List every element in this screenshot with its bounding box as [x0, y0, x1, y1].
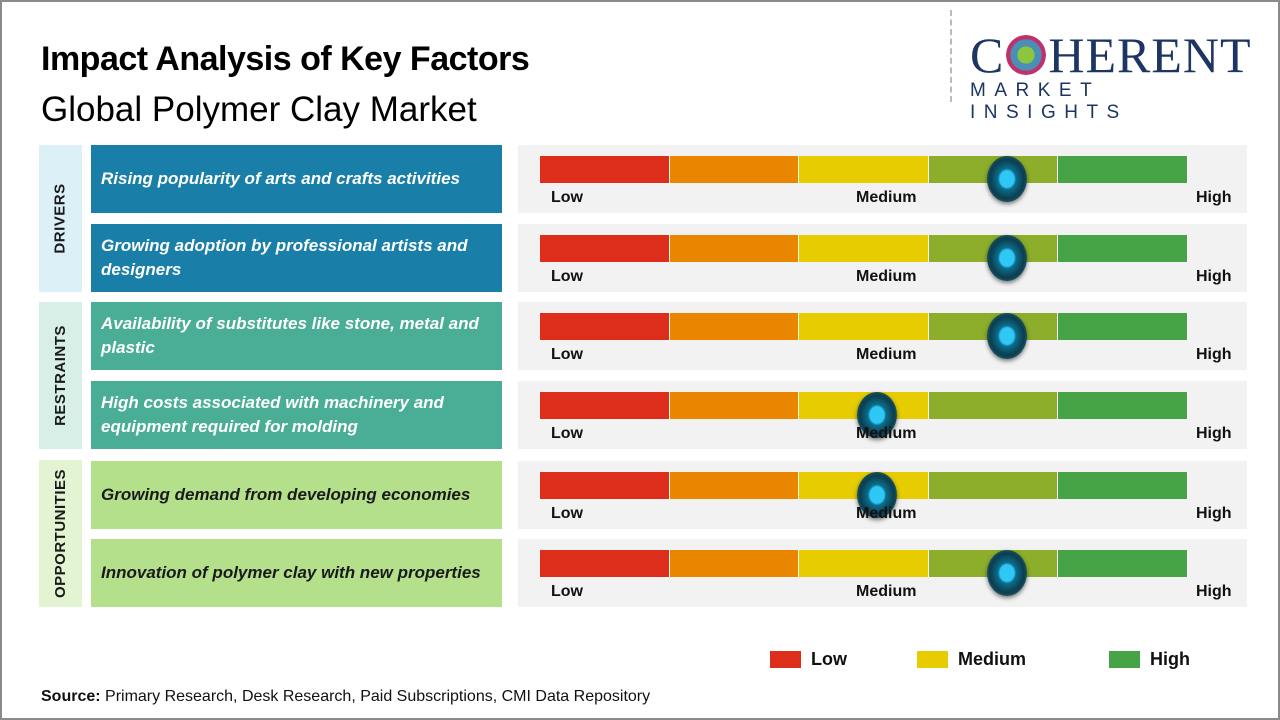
scale-medium-label: Medium — [856, 268, 917, 285]
gauge-segment — [540, 235, 670, 262]
impact-gauge: Low Medium High — [518, 381, 1247, 449]
gauge-segment — [669, 550, 800, 577]
scale-high-label: High — [1196, 425, 1232, 442]
gauge-knob-icon — [856, 472, 897, 518]
factor-box: Rising popularity of arts and crafts act… — [91, 145, 502, 213]
scale-high-label: High — [1196, 583, 1232, 600]
gauge-knob-icon — [986, 550, 1027, 596]
gauge-segment — [669, 156, 800, 183]
legend-swatch — [1109, 651, 1140, 668]
category-label: RESTRAINTS — [52, 325, 69, 426]
gauge-segment — [1058, 156, 1188, 183]
scale-low-label: Low — [551, 583, 583, 600]
legend-low: Low — [770, 649, 847, 670]
impact-gauge: Low Medium High — [518, 539, 1247, 607]
globe-icon — [1006, 35, 1047, 75]
gauge-segment — [540, 156, 670, 183]
logo-text: HERENT — [1048, 27, 1252, 83]
factor-text: Growing demand from developing economies — [101, 485, 471, 504]
gauge-knob-icon — [856, 392, 897, 438]
factor-text: Growing adoption by professional artists… — [101, 236, 468, 279]
scale-medium-label: Medium — [856, 189, 917, 206]
gauge-bar — [540, 156, 1188, 202]
impact-gauge: Low Medium High — [518, 302, 1247, 370]
logo: C HERENT MARKET INSIGHTS — [970, 27, 1265, 124]
gauge-segment — [799, 156, 929, 183]
factor-text: High costs associated with machinery and… — [101, 393, 444, 436]
scale-high-label: High — [1196, 505, 1232, 522]
impact-gauge: Low Medium High — [518, 461, 1247, 529]
divider — [950, 10, 952, 102]
factor-text: Availability of substitutes like stone, … — [101, 314, 479, 357]
category-opportunities: OPPORTUNITIES — [39, 460, 82, 607]
scale-high-label: High — [1196, 268, 1232, 285]
scale-low-label: Low — [551, 505, 583, 522]
gauge-segment — [669, 472, 800, 499]
legend-label: High — [1150, 649, 1190, 669]
legend-swatch — [917, 651, 948, 668]
category-drivers: DRIVERS — [39, 145, 82, 292]
gauge-bar — [540, 313, 1188, 359]
source-note: Source: Primary Research, Desk Research,… — [41, 688, 650, 706]
page-title: Impact Analysis of Key Factors — [41, 40, 530, 78]
gauge-knob-icon — [986, 313, 1027, 359]
legend-label: Medium — [958, 649, 1027, 669]
gauge-segment — [928, 472, 1059, 499]
gauge-segment — [540, 472, 670, 499]
gauge-segment — [669, 313, 800, 340]
gauge-knob-icon — [986, 156, 1027, 202]
impact-gauge: Low Medium High — [518, 224, 1247, 292]
factor-text: Rising popularity of arts and crafts act… — [101, 169, 460, 188]
scale-low-label: Low — [551, 268, 583, 285]
scale-low-label: Low — [551, 189, 583, 206]
gauge-segment — [1058, 313, 1188, 340]
gauge-segment — [1058, 550, 1188, 577]
impact-gauge: Low Medium High — [518, 145, 1247, 213]
gauge-bar — [540, 235, 1188, 281]
gauge-bar — [540, 392, 1188, 438]
factor-box: Innovation of polymer clay with new prop… — [91, 539, 502, 607]
gauge-segment — [799, 550, 929, 577]
category-label: DRIVERS — [52, 183, 69, 254]
category-restraints: RESTRAINTS — [39, 302, 82, 449]
gauge-segment — [928, 392, 1059, 419]
gauge-knob-icon — [986, 235, 1027, 281]
scale-medium-label: Medium — [856, 505, 917, 522]
factor-text: Innovation of polymer clay with new prop… — [101, 563, 481, 582]
logo-subtitle: MARKET INSIGHTS — [970, 80, 1128, 123]
gauge-segment — [799, 313, 929, 340]
legend-swatch — [770, 651, 801, 668]
scale-medium-label: Medium — [856, 346, 917, 363]
scale-medium-label: Medium — [856, 425, 917, 442]
gauge-segment — [540, 313, 670, 340]
gauge-bar — [540, 550, 1188, 596]
gauge-segment — [669, 235, 800, 262]
page-subtitle: Global Polymer Clay Market — [41, 90, 477, 129]
legend-label: Low — [811, 649, 847, 669]
factor-box: Availability of substitutes like stone, … — [91, 302, 502, 370]
scale-medium-label: Medium — [856, 583, 917, 600]
gauge-segment — [669, 392, 800, 419]
factor-box: High costs associated with machinery and… — [91, 381, 502, 449]
gauge-bar — [540, 472, 1188, 518]
gauge-segment — [540, 550, 670, 577]
gauge-segment — [540, 392, 670, 419]
scale-low-label: Low — [551, 346, 583, 363]
factor-box: Growing adoption by professional artists… — [91, 224, 502, 292]
gauge-segment — [1058, 472, 1188, 499]
scale-high-label: High — [1196, 346, 1232, 363]
category-label: OPPORTUNITIES — [52, 468, 70, 599]
legend-high: High — [1109, 649, 1190, 670]
legend-medium: Medium — [917, 649, 1026, 670]
gauge-segment — [1058, 235, 1188, 262]
source-label: Source: — [41, 688, 101, 705]
scale-high-label: High — [1196, 189, 1232, 206]
scale-low-label: Low — [551, 425, 583, 442]
source-text: Primary Research, Desk Research, Paid Su… — [100, 688, 651, 705]
gauge-segment — [799, 235, 929, 262]
gauge-segment — [1058, 392, 1188, 419]
logo-text: C — [970, 27, 1005, 83]
factor-box: Growing demand from developing economies — [91, 461, 502, 529]
